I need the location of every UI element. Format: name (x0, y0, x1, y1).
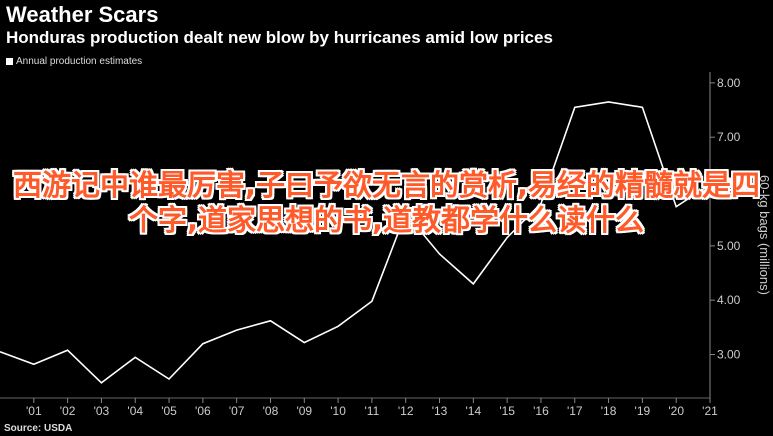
y-tick-label: 8.00 (717, 76, 741, 90)
x-tick-label: '13 (432, 404, 448, 418)
x-tick-label: '07 (229, 404, 245, 418)
x-tick-label: '20 (668, 404, 684, 418)
x-tick-label: '16 (533, 404, 549, 418)
x-tick-label: '11 (365, 404, 380, 418)
x-tick-label: '18 (601, 404, 617, 418)
last-value-label: 6.13 (718, 179, 739, 191)
y-tick-label: 3.00 (717, 348, 741, 362)
x-tick-label: '17 (567, 404, 583, 418)
y-tick-label: 4.00 (717, 293, 741, 307)
x-tick-label: '14 (466, 404, 482, 418)
chart-title: Weather Scars (6, 2, 159, 27)
series-line (0, 101, 711, 384)
legend-swatch (6, 58, 13, 65)
legend: Annual production estimates (6, 56, 142, 67)
x-tick-label: '10 (330, 404, 346, 418)
legend-label: Annual production estimates (16, 56, 143, 67)
x-tick-label: '21 (702, 404, 718, 418)
y-axis-label: 60-kg bags (millions) (757, 175, 772, 295)
x-tick-label: '02 (60, 404, 76, 418)
x-tick-label: '03 (94, 404, 110, 418)
x-tick-label: '09 (296, 404, 312, 418)
x-tick-label: '05 (161, 404, 177, 418)
y-tick-label: 5.00 (717, 239, 741, 253)
x-tick-label: '12 (398, 404, 414, 418)
y-tick-label: 7.00 (717, 130, 741, 144)
chart-subtitle: Honduras production dealt new blow by hu… (6, 28, 553, 47)
x-tick-label: '01 (26, 404, 42, 418)
x-tick-label: '06 (195, 404, 211, 418)
overlay-text: 西游记中谁最厉害,子曰予欲无言的赏析,易经的精髓就是四个字,道家思想的书,道教都… (12, 168, 761, 237)
x-tick-label: '15 (499, 404, 515, 418)
source-note: Source: USDA (4, 423, 73, 434)
last-value-box (712, 177, 746, 192)
x-tick-label: '08 (263, 404, 279, 418)
x-tick-label: '04 (127, 404, 143, 418)
x-tick-label: '19 (635, 404, 651, 418)
